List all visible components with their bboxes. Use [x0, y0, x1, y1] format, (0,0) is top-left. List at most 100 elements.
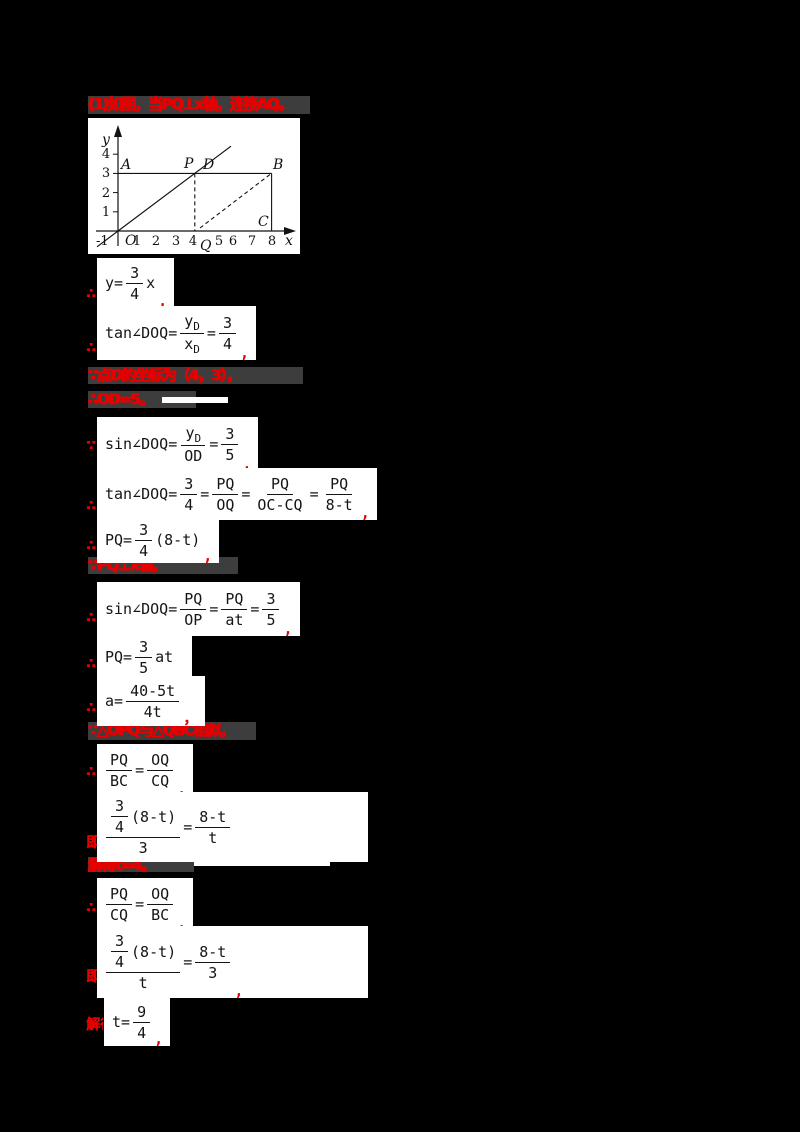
red-fragment: ∴: [86, 764, 96, 780]
formula-y-eq-3-4-x: y= 3 4 x,: [97, 258, 175, 310]
x-tick-label-4: 4: [189, 234, 197, 249]
red-fragment: ∴: [86, 700, 96, 716]
fraction: 3 4 (8-t) 3: [106, 797, 181, 857]
math-text: =: [241, 485, 251, 503]
math-text: t: [138, 974, 148, 992]
math-text: 5: [266, 610, 276, 629]
math-text: 5: [225, 445, 235, 464]
math-text: =: [250, 600, 260, 618]
point-label-Q: Q: [200, 238, 212, 254]
math-text: at: [225, 610, 244, 629]
math-text: 4: [115, 953, 125, 971]
coordinate-figure: y x O -1 4 3 2 1 1 2 3 4 5 6 7 8 A P D B…: [88, 118, 300, 254]
math-text: (8-t): [131, 807, 177, 826]
white-bar: [162, 397, 228, 403]
math-text: 3: [266, 589, 276, 608]
fraction: 8-t t: [195, 808, 231, 847]
red-fragment: ∴: [86, 656, 96, 672]
x-axis-arrow-icon: [284, 227, 296, 235]
y-tick-label-4: 4: [102, 147, 110, 162]
red-fragment: 即: [86, 969, 97, 985]
point-label-P: P: [183, 156, 194, 172]
math-subscripted: yD: [184, 311, 200, 333]
neg-one-label: -1: [96, 234, 109, 249]
red-header-line-3: ∴OD=5。: [88, 391, 196, 408]
point-label-C: C: [258, 214, 269, 230]
math-text: 4: [139, 541, 149, 560]
formula-a-eq: a= 40-5t 4t ，: [97, 676, 206, 727]
red-header-line-1: (1)如图，当PQ⊥x轴，连接AQ。: [88, 96, 310, 114]
red-fragment: ∴: [86, 340, 96, 356]
line-OD: [96, 145, 232, 248]
red-fragment: ∴: [86, 286, 96, 302]
math-text: 4: [184, 495, 194, 514]
math-text: 3: [225, 424, 235, 443]
fraction: yD OD: [180, 424, 206, 465]
formula-pq-35-at: PQ= 3 5 at,: [97, 632, 193, 684]
math-text: 3: [208, 963, 218, 982]
math-text: t: [208, 828, 218, 847]
math-text: BC: [151, 905, 170, 924]
math-text: 8-t: [199, 942, 227, 961]
math-text: 3: [139, 520, 149, 539]
x-axis-label: x: [285, 233, 293, 249]
math-text: OQ: [216, 495, 235, 514]
red-fragment: ∴: [86, 498, 96, 514]
math-text: y=: [105, 274, 124, 292]
math-text: sin∠DOQ=: [105, 435, 178, 453]
math-text: x: [146, 274, 156, 292]
math-text: tan∠DOQ=: [105, 485, 178, 503]
formula-pq-bc-oq-cq: PQ BC = OQ CQ,: [97, 744, 194, 798]
math-text: CQ: [110, 905, 129, 924]
math-text: =: [206, 324, 216, 342]
math-text: t=: [112, 1013, 131, 1031]
x-tick-label-1: 1: [133, 234, 141, 249]
math-text: =: [200, 485, 210, 503]
math-text: 4: [130, 284, 140, 303]
point-label-A: A: [119, 157, 131, 173]
math-subscripted: yD: [185, 423, 202, 445]
red-header-line-5: ∵△OPQ与△QBC相似，: [88, 722, 256, 740]
white-bar: [194, 859, 330, 866]
red-comma: ,: [154, 1030, 164, 1048]
math-text: PQ=: [105, 531, 133, 549]
fraction: 40-5t 4t: [126, 681, 180, 721]
point-label-D: D: [202, 157, 214, 173]
math-text: PQ: [216, 474, 235, 493]
figure-svg: y x O -1 4 3 2 1 1 2 3 4 5 6 7 8 A P D B…: [96, 125, 296, 254]
math-text: PQ: [225, 589, 244, 608]
fraction: yD xD: [180, 312, 204, 355]
math-text: 3: [139, 637, 149, 656]
math-text: 3: [130, 263, 140, 282]
math-text: 4: [222, 334, 232, 353]
math-text: (8-t): [155, 531, 201, 549]
x-tick-label-7: 7: [248, 234, 256, 249]
red-comma: ,: [234, 982, 244, 1000]
red-fragment: 即: [86, 835, 97, 851]
origin-label: O: [125, 233, 137, 249]
math-text: 40-5t: [130, 681, 176, 700]
red-comma: ,: [158, 292, 168, 310]
math-text: =: [309, 485, 319, 503]
red-comma: ,: [239, 344, 249, 362]
fraction: OQ CQ: [147, 751, 174, 790]
x-tick-label-6: 6: [229, 234, 237, 249]
math-text: 3: [115, 797, 125, 815]
x-tick-label-8: 8: [268, 234, 276, 249]
math-text: 3: [222, 313, 232, 332]
fraction: PQ 8-t: [322, 475, 357, 514]
red-fragment: 解得: [86, 1017, 103, 1033]
fraction: PQ CQ: [106, 885, 133, 924]
math-text: (8-t): [131, 942, 177, 961]
fraction: PQ at: [221, 589, 248, 629]
math-text: PQ: [110, 750, 129, 769]
math-text: 4t: [143, 702, 162, 721]
math-text: 4: [115, 818, 125, 836]
